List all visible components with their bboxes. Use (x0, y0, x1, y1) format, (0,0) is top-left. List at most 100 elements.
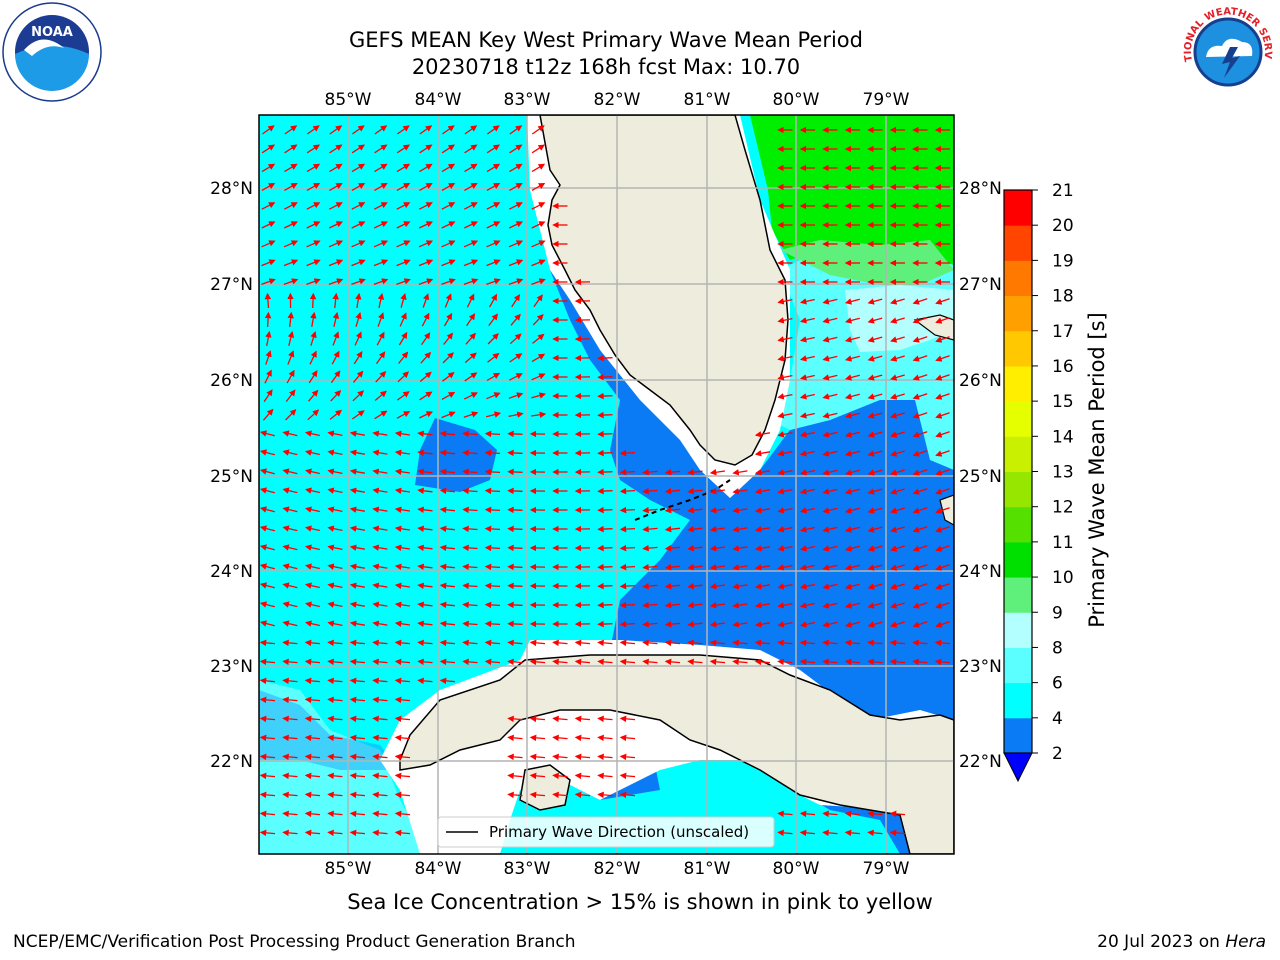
wave-arrow (259, 753, 276, 761)
wave-arrow (394, 696, 411, 704)
wave-arrow (507, 525, 523, 533)
wave-arrow (777, 450, 793, 457)
wave-arrow (304, 487, 320, 494)
footer-date-text: 20 Jul 2023 on (1097, 932, 1220, 952)
wave-arrow (799, 336, 815, 343)
wave-arrow (844, 545, 860, 552)
wave-arrow (439, 639, 456, 647)
wave-arrow (463, 259, 479, 267)
wave-arrow (935, 374, 950, 381)
wave-arrow (487, 333, 499, 345)
wave-arrow (709, 602, 725, 609)
wave-arrow (374, 390, 387, 401)
wave-arrow (890, 564, 905, 571)
wave-arrow (309, 350, 317, 365)
wave-arrow (306, 144, 320, 154)
wave-arrow (912, 298, 928, 305)
wave-arrow (349, 506, 366, 513)
sea-ice-note: Sea Ice Concentration > 15% is shown in … (347, 890, 933, 914)
wave-arrow (509, 353, 523, 363)
wave-arrow (619, 468, 636, 476)
wave-arrow (777, 829, 793, 837)
lon-label: 85°W (325, 859, 372, 879)
wave-arrow (484, 430, 501, 438)
wave-arrow (507, 791, 523, 799)
wave-arrow (709, 488, 725, 495)
wave-arrow (462, 620, 478, 628)
wave-arrow (642, 525, 658, 533)
wave-arrow (486, 144, 500, 154)
wave-arrow (934, 639, 951, 647)
wave-arrow (574, 734, 591, 742)
lat-label: 28°N (210, 179, 253, 199)
wave-arrow (531, 144, 545, 154)
wave-arrow (417, 639, 433, 647)
wave-arrow (331, 350, 340, 365)
colorbar-swatch (1004, 225, 1032, 261)
wave-arrow (283, 221, 298, 229)
wave-arrow (732, 545, 748, 552)
wave-arrow (507, 487, 523, 495)
wave-arrow (422, 293, 430, 308)
wave-arrow (619, 525, 636, 533)
wave-arrow (374, 144, 388, 154)
colorbar-swatch (1004, 401, 1032, 437)
wave-arrow (283, 278, 299, 286)
wave-arrow (732, 507, 748, 514)
wave-arrow (619, 639, 636, 647)
lat-label: 28°N (959, 179, 1002, 199)
wave-arrow (417, 658, 433, 666)
wave-arrow (574, 753, 591, 761)
wave-arrow (396, 240, 411, 248)
wave-arrow (327, 449, 343, 456)
wave-arrow (441, 202, 456, 210)
wave-arrow (351, 144, 365, 154)
colorbar-swatch (1004, 541, 1032, 578)
wave-arrow (329, 125, 343, 135)
wave-arrow (376, 331, 385, 346)
wave-arrow (327, 658, 343, 666)
wave-arrow (418, 240, 434, 248)
wave-arrow (394, 715, 411, 723)
wave-arrow (912, 583, 928, 590)
wave-arrow (441, 240, 456, 248)
nws-logo: NATIONAL WEATHER SERVICE (1178, 2, 1276, 100)
wave-arrow (394, 525, 410, 532)
wave-arrow (355, 292, 362, 309)
wave-arrow (890, 374, 905, 381)
wave-arrow (531, 202, 546, 210)
wave-arrow (394, 449, 410, 456)
wave-arrow (664, 620, 681, 628)
wave-arrow (462, 658, 478, 666)
wave-arrow (329, 144, 343, 154)
wave-arrow (799, 564, 815, 571)
wave-arrow (509, 144, 523, 154)
colorbar-swatch (1004, 506, 1032, 543)
wave-arrow (304, 544, 320, 551)
wave-arrow (867, 336, 883, 343)
wave-arrow (287, 350, 295, 365)
wave-arrow (349, 544, 366, 551)
colorbar-tick-label: 17 (1052, 322, 1074, 342)
wave-arrow (597, 449, 613, 457)
wave-arrow (509, 202, 523, 210)
wave-arrow (486, 182, 501, 191)
wave-arrow (394, 468, 410, 475)
wave-arrow (261, 278, 276, 286)
wave-arrow (531, 392, 546, 399)
wave-arrow (372, 487, 388, 494)
wave-arrow (418, 278, 434, 286)
wave-arrow (867, 545, 883, 552)
wave-arrow (310, 331, 317, 346)
wave-arrow (372, 449, 388, 456)
wave-arrow (394, 810, 411, 818)
wave-arrow (374, 202, 388, 210)
wave-arrow (799, 545, 815, 552)
wave-arrow (329, 182, 343, 191)
wave-arrow (462, 449, 478, 457)
wave-arrow (261, 240, 276, 248)
wave-arrow (507, 544, 523, 552)
wave-arrow (574, 772, 591, 780)
noaa-logo: NOAA (2, 2, 102, 102)
wave-arrow (532, 313, 544, 326)
